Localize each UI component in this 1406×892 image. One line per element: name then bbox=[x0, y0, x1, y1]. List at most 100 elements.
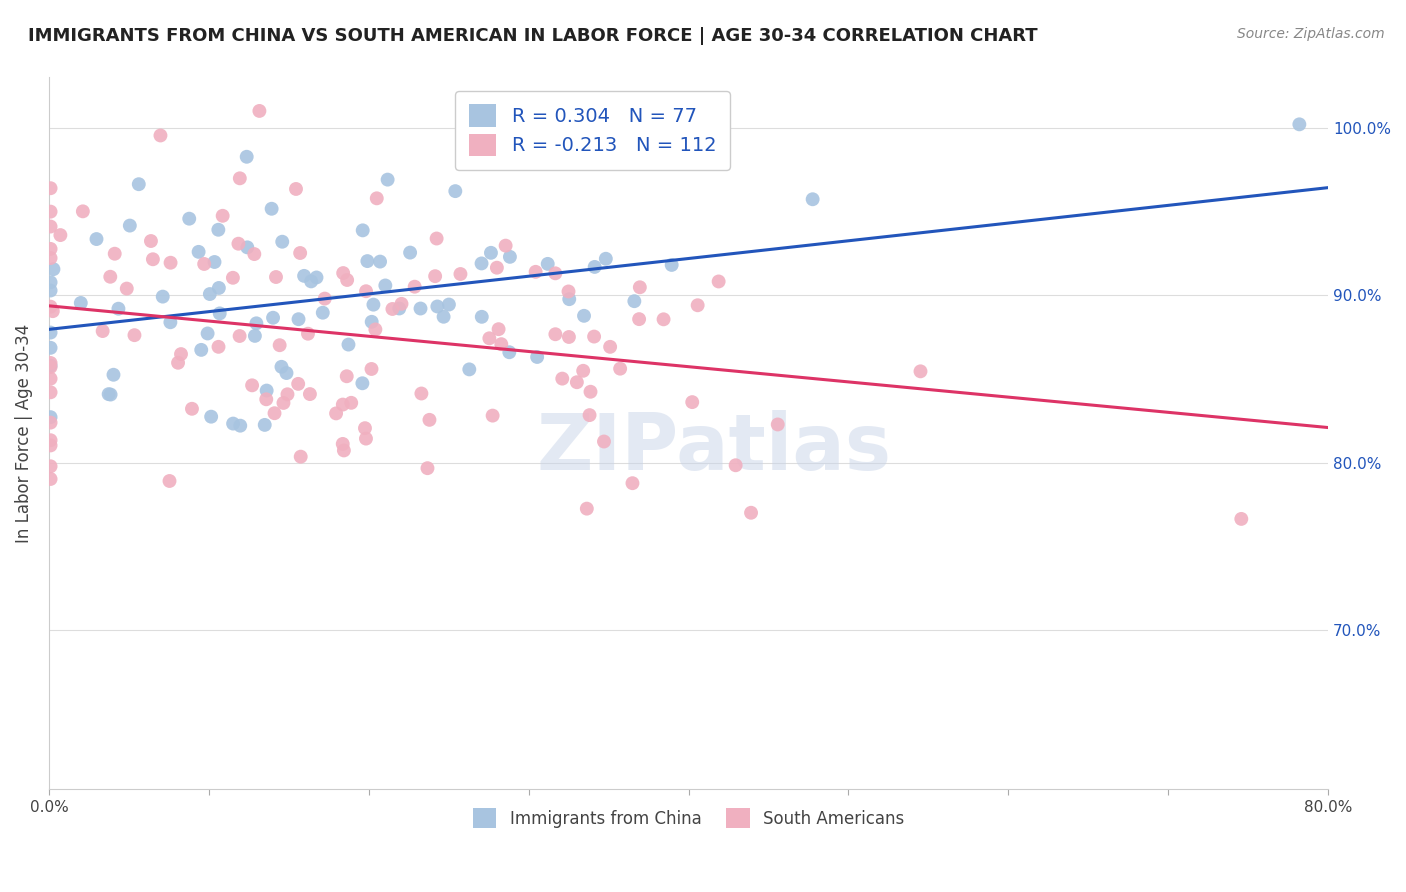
Legend: Immigrants from China, South Americans: Immigrants from China, South Americans bbox=[467, 802, 911, 834]
Point bbox=[39, 181, 62, 195]
Point bbox=[623, 294, 645, 309]
Point bbox=[159, 474, 181, 488]
Point bbox=[1288, 117, 1310, 131]
Point bbox=[204, 255, 226, 269]
Point bbox=[325, 406, 347, 420]
Point bbox=[409, 301, 432, 316]
Point bbox=[652, 312, 675, 326]
Point bbox=[193, 257, 215, 271]
Point bbox=[39, 300, 62, 314]
Point bbox=[488, 322, 510, 336]
Point bbox=[544, 327, 567, 342]
Point bbox=[288, 246, 311, 260]
Point bbox=[377, 172, 399, 186]
Point bbox=[354, 432, 377, 446]
Point bbox=[575, 501, 598, 516]
Point bbox=[208, 306, 231, 320]
Point bbox=[352, 376, 374, 391]
Point bbox=[352, 223, 374, 237]
Point bbox=[276, 366, 298, 380]
Point bbox=[356, 254, 378, 268]
Point bbox=[263, 406, 285, 420]
Point bbox=[366, 191, 388, 205]
Point bbox=[39, 341, 62, 355]
Point bbox=[579, 384, 602, 399]
Point bbox=[69, 296, 91, 310]
Point bbox=[292, 268, 315, 283]
Point bbox=[471, 310, 494, 324]
Point bbox=[557, 285, 579, 299]
Point bbox=[388, 301, 411, 316]
Point bbox=[39, 459, 62, 474]
Point bbox=[572, 364, 595, 378]
Point bbox=[686, 298, 709, 312]
Point bbox=[444, 184, 467, 198]
Point bbox=[681, 395, 703, 409]
Point bbox=[449, 267, 471, 281]
Point bbox=[332, 398, 354, 412]
Point bbox=[368, 254, 391, 268]
Point bbox=[229, 171, 252, 186]
Point bbox=[498, 345, 520, 359]
Point bbox=[426, 231, 449, 245]
Point bbox=[1230, 512, 1253, 526]
Point bbox=[297, 326, 319, 341]
Point bbox=[491, 337, 513, 351]
Point bbox=[256, 384, 278, 398]
Point bbox=[572, 309, 595, 323]
Point bbox=[411, 386, 433, 401]
Point bbox=[340, 396, 363, 410]
Point bbox=[276, 387, 298, 401]
Point bbox=[599, 340, 621, 354]
Point bbox=[333, 443, 356, 458]
Point bbox=[478, 331, 501, 345]
Point bbox=[270, 359, 292, 374]
Point bbox=[104, 246, 127, 260]
Point bbox=[235, 150, 257, 164]
Point bbox=[42, 262, 65, 277]
Point bbox=[269, 338, 291, 352]
Point bbox=[451, 103, 474, 118]
Point bbox=[470, 256, 492, 270]
Point bbox=[391, 297, 413, 311]
Point bbox=[39, 326, 62, 340]
Point bbox=[766, 417, 789, 432]
Point bbox=[290, 450, 312, 464]
Point bbox=[49, 228, 72, 243]
Point bbox=[91, 324, 114, 338]
Point bbox=[305, 270, 328, 285]
Point bbox=[124, 328, 146, 343]
Point bbox=[578, 408, 600, 422]
Point bbox=[39, 472, 62, 486]
Point bbox=[247, 103, 270, 118]
Point bbox=[42, 304, 65, 318]
Point bbox=[39, 356, 62, 370]
Point bbox=[264, 270, 287, 285]
Point bbox=[260, 202, 283, 216]
Point bbox=[243, 329, 266, 343]
Point bbox=[200, 409, 222, 424]
Point bbox=[628, 280, 651, 294]
Text: Source: ZipAtlas.com: Source: ZipAtlas.com bbox=[1237, 27, 1385, 41]
Point bbox=[142, 252, 165, 267]
Point bbox=[360, 315, 382, 329]
Point bbox=[381, 301, 404, 316]
Text: IMMIGRANTS FROM CHINA VS SOUTH AMERICAN IN LABOR FORCE | AGE 30-34 CORRELATION C: IMMIGRANTS FROM CHINA VS SOUTH AMERICAN … bbox=[28, 27, 1038, 45]
Point bbox=[314, 292, 336, 306]
Point bbox=[354, 284, 377, 298]
Point bbox=[404, 279, 426, 293]
Point bbox=[39, 204, 62, 219]
Point bbox=[287, 312, 309, 326]
Point bbox=[39, 242, 62, 256]
Point bbox=[115, 282, 138, 296]
Point bbox=[363, 298, 385, 312]
Point bbox=[354, 421, 377, 435]
Point bbox=[39, 219, 62, 234]
Point bbox=[39, 371, 62, 385]
Point bbox=[661, 258, 683, 272]
Point bbox=[97, 387, 120, 401]
Point bbox=[416, 461, 439, 475]
Point bbox=[332, 266, 354, 280]
Point bbox=[39, 275, 62, 289]
Point bbox=[551, 371, 574, 385]
